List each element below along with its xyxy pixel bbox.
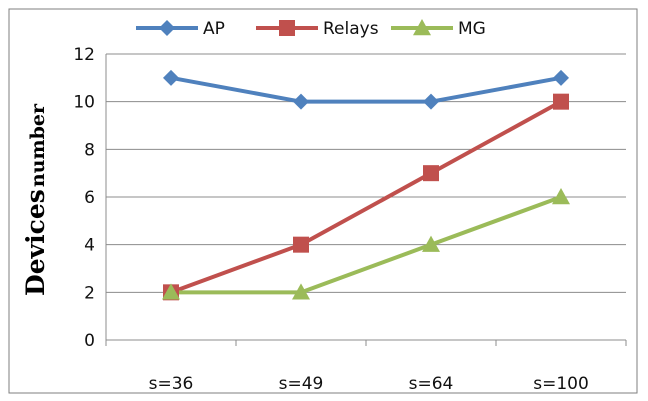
y-tick-label: 10 — [73, 93, 95, 113]
y-axis-label-main: Devices — [21, 189, 50, 296]
legend-label-relays: Relays — [323, 19, 379, 39]
legend-marker-relays — [279, 20, 295, 36]
data-point-ap — [553, 69, 569, 86]
data-point-mg — [162, 283, 180, 300]
legend: AP Relays MG — [136, 19, 486, 39]
data-point-ap — [293, 93, 309, 110]
x-tick-label: s=49 — [279, 374, 324, 394]
y-tick-label: 4 — [84, 236, 95, 256]
y-tick-label: 0 — [84, 331, 95, 351]
series-line-relays — [170, 99, 562, 295]
x-tick-label: s=36 — [149, 374, 194, 394]
y-tick-label: 2 — [84, 283, 95, 303]
y-tick-label: 6 — [84, 188, 95, 208]
data-point-mg — [292, 283, 310, 300]
series — [162, 69, 570, 301]
legend-marker-mg — [413, 19, 431, 36]
y-tick-label: 12 — [73, 45, 95, 65]
legend-label-mg: MG — [458, 19, 486, 39]
legend-entry-ap: AP — [136, 19, 225, 39]
axes: 0 2 4 6 8 10 12 s=36 s=49 s=64 s=100 — [73, 45, 627, 394]
legend-marker-ap — [159, 20, 175, 36]
legend-entry-relays: Relays — [256, 19, 379, 39]
series-line-mg — [171, 195, 562, 295]
data-point-relays — [293, 236, 309, 253]
data-point-ap — [163, 69, 179, 86]
x-tick-label: s=64 — [409, 374, 454, 394]
data-point-mg — [422, 235, 440, 252]
y-tick-label: 8 — [84, 140, 95, 160]
series-line-ap — [170, 75, 562, 104]
legend-label-ap: AP — [203, 19, 225, 39]
y-axis-label: Devicesnumber — [21, 103, 50, 296]
data-point-ap — [423, 93, 439, 110]
data-point-mg — [552, 188, 570, 205]
data-point-relays — [553, 93, 569, 110]
x-tick-label: s=100 — [533, 374, 589, 394]
data-point-relays — [423, 165, 439, 182]
y-axis-label-sub: number — [27, 103, 49, 187]
legend-entry-mg: MG — [391, 19, 486, 39]
chart-frame — [8, 8, 638, 394]
